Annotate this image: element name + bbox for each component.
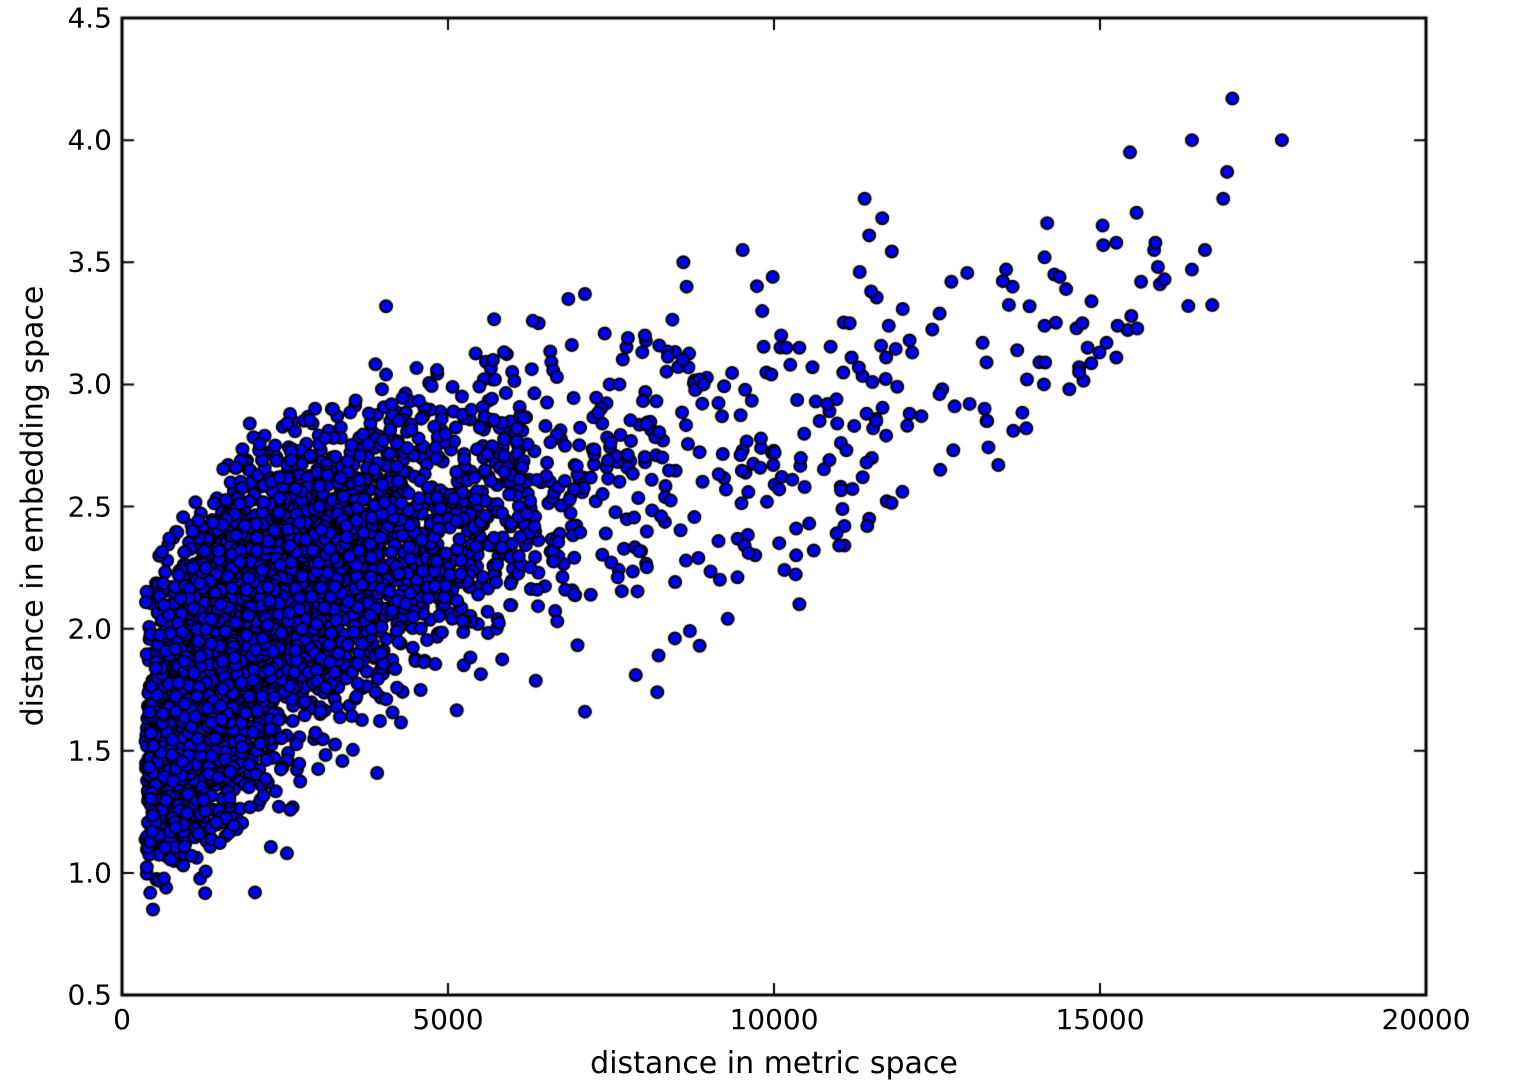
y-tick-label: 2.5 bbox=[67, 490, 112, 523]
y-tick-label: 1.0 bbox=[67, 856, 112, 890]
x-tick-label: 10000 bbox=[729, 1003, 819, 1036]
y-tick-label: 4.0 bbox=[67, 123, 112, 157]
y-tick-label: 2.0 bbox=[67, 612, 112, 646]
y-tick-label: 3.0 bbox=[67, 367, 112, 401]
x-axis-title: distance in metric space bbox=[590, 1046, 958, 1081]
x-tick-label: 0 bbox=[113, 1003, 131, 1036]
y-tick-label: 4.5 bbox=[67, 1, 112, 35]
y-tick-label: 3.5 bbox=[67, 245, 112, 279]
x-tick-label: 5000 bbox=[412, 1003, 484, 1036]
y-tick-label: 1.5 bbox=[67, 734, 112, 768]
y-tick-label: 0.5 bbox=[67, 978, 112, 1012]
x-tick-label: 15000 bbox=[1055, 1003, 1145, 1036]
x-tick-label: 20000 bbox=[1381, 1003, 1471, 1036]
